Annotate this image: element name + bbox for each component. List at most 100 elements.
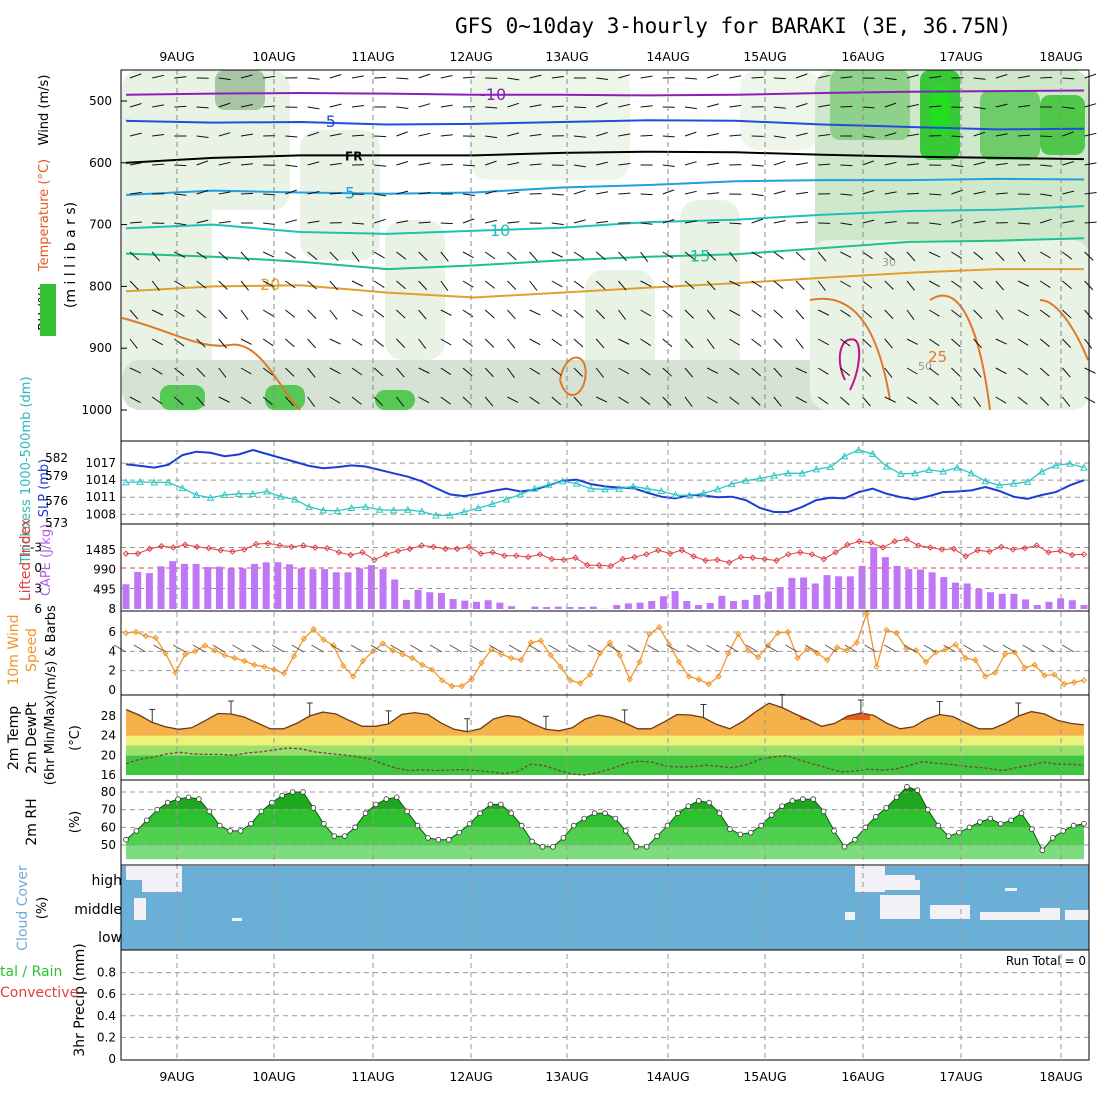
- wind-speed-point: [280, 670, 288, 677]
- lifted-index-point: [158, 542, 165, 550]
- wind-barb: [862, 219, 875, 224]
- wind-barb: [1084, 396, 1096, 404]
- wind-barb: [707, 103, 719, 108]
- wind-barb: [951, 396, 960, 407]
- wind-barb-10m: [1061, 644, 1075, 653]
- wind-barb: [129, 396, 141, 404]
- wind-barb: [551, 76, 564, 79]
- wind-barb: [174, 164, 187, 167]
- thickness-point: [263, 487, 271, 495]
- isotherm-label-FR: FR: [345, 149, 362, 163]
- wind-speed-point: [695, 676, 703, 683]
- wind-barb: [218, 396, 230, 403]
- thickness-point: [1023, 477, 1032, 485]
- wind-barb: [351, 280, 364, 287]
- wind-barb: [218, 161, 231, 166]
- wind-barb: [640, 367, 651, 376]
- isotherm-label-5: 5: [345, 184, 355, 203]
- cape-bar: [414, 589, 422, 609]
- wind-barb: [507, 338, 516, 349]
- wind-barb: [484, 338, 495, 348]
- wind-barb: [396, 77, 409, 80]
- wind-barb: [840, 309, 851, 317]
- cape-bar: [274, 562, 282, 609]
- wind-barb: [551, 193, 564, 196]
- rh-point: [456, 829, 463, 836]
- slp-tick-1008: 1008: [85, 507, 116, 521]
- wind-barb: [218, 191, 231, 195]
- rh-point: [675, 810, 681, 816]
- date-bottom-12AUG: 12AUG: [449, 1069, 492, 1084]
- thickness-point: [854, 445, 863, 453]
- slp-line: [125, 448, 1085, 513]
- lifted-index-point: [879, 544, 887, 551]
- cape-bar: [169, 561, 177, 609]
- wind-barb-10m: [153, 644, 166, 653]
- wind-barb: [351, 222, 364, 225]
- wind-barb: [529, 280, 538, 291]
- wind-barb: [329, 133, 342, 137]
- wind-speed-point: [498, 651, 505, 658]
- rh-point: [1018, 810, 1025, 816]
- wind-barb-10m: [785, 644, 798, 653]
- wind-barb: [684, 309, 694, 319]
- wind-barb: [751, 367, 761, 377]
- wind-barb: [751, 309, 762, 318]
- wind-barb: [928, 309, 940, 317]
- wind-barb: [618, 74, 631, 79]
- wind-barb: [240, 309, 249, 321]
- wind-barb: [240, 396, 252, 404]
- wind-barb: [218, 251, 229, 261]
- wind-barb: [906, 338, 918, 345]
- cape-bar: [484, 600, 492, 609]
- rh-point: [508, 810, 515, 816]
- wind-barb: [884, 191, 897, 195]
- wind-speed-point: [932, 649, 940, 656]
- wind-barb: [1062, 280, 1072, 290]
- wind-barb: [884, 102, 897, 108]
- wind-speed-point: [557, 663, 564, 671]
- thickness-point: [558, 477, 567, 485]
- isotherm-label--10: -10: [480, 85, 506, 104]
- wind-barb: [928, 338, 940, 347]
- wind-barb: [951, 251, 962, 259]
- wind-barb: [773, 135, 786, 139]
- wind-speed-point: [725, 650, 732, 657]
- wind-barb: [729, 309, 741, 317]
- lifted-index-point: [193, 543, 201, 551]
- rh-point: [341, 833, 348, 839]
- wind-barb: [1017, 75, 1030, 79]
- cape-bar: [624, 603, 632, 609]
- wind-barb-10m: [528, 644, 542, 653]
- date-bottom-15AUG: 15AUG: [743, 1069, 786, 1084]
- wind-barb: [973, 77, 986, 80]
- wind-barb: [129, 309, 139, 320]
- ylabel-rh-unit: (%): [68, 811, 83, 834]
- wind-barb: [684, 161, 697, 166]
- lifted-index-point: [524, 553, 532, 561]
- isotherm-20: [125, 268, 1084, 299]
- wind-barb: [462, 164, 476, 167]
- lifted-index-point: [146, 545, 153, 553]
- cloud-clear-10: [1005, 888, 1017, 891]
- wind-barb-10m: [923, 644, 937, 653]
- rh-point: [393, 794, 400, 801]
- thickness-point: [798, 469, 807, 477]
- lifted-index-point: [773, 557, 780, 564]
- wind-barb: [1084, 309, 1093, 320]
- wind-barb: [706, 396, 718, 404]
- rh-band-0: [126, 845, 1084, 860]
- wind-barb: [418, 162, 431, 166]
- wind-speed-point: [330, 642, 337, 649]
- wind-barb: [706, 338, 715, 350]
- wind-barb: [396, 251, 407, 260]
- li-tick-0: 0: [34, 561, 42, 575]
- rh-point: [206, 808, 213, 815]
- wind-barb-10m: [963, 644, 976, 653]
- wind-tick-0: 0: [108, 683, 116, 697]
- wind-barb: [795, 73, 808, 79]
- rh-point: [883, 805, 889, 811]
- wind-barb: [129, 162, 142, 166]
- wind-barb: [152, 163, 165, 166]
- date-top-10AUG: 10AUG: [252, 49, 295, 64]
